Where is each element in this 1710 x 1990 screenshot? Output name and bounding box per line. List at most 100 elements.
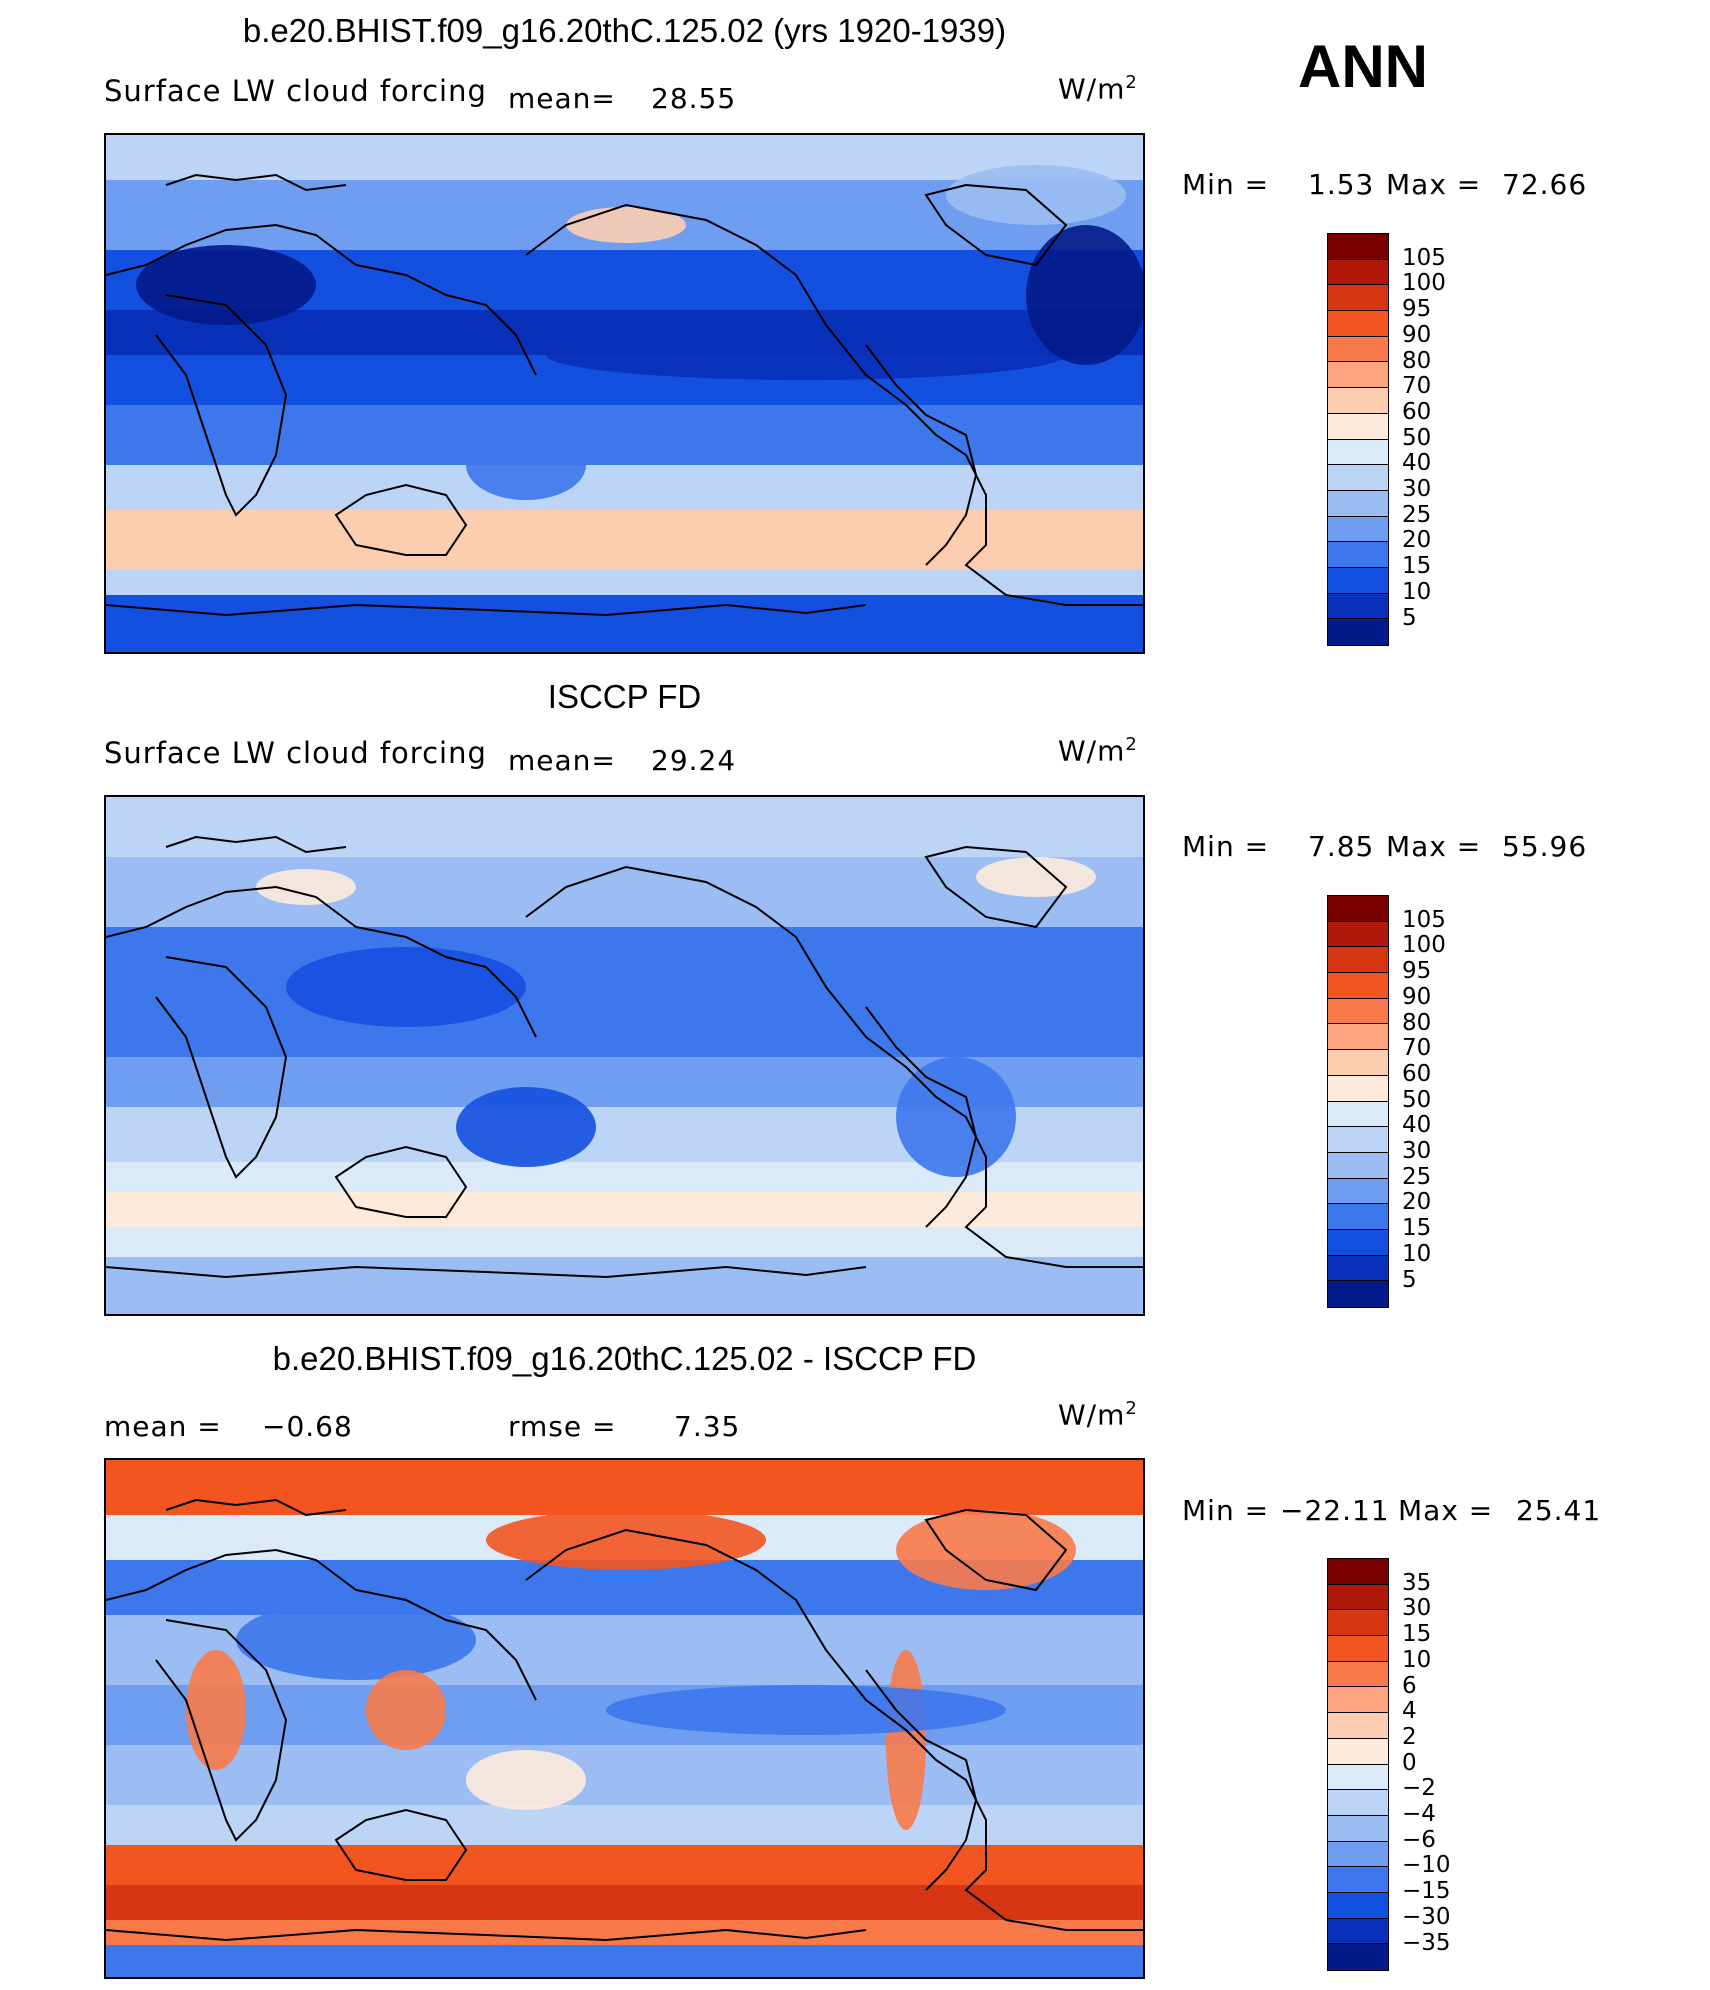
contour-band <box>106 1845 1143 1885</box>
colorbar-swatch <box>1328 1281 1388 1307</box>
colorbar-label: −2 <box>1402 1775 1436 1802</box>
colorbar-label: 95 <box>1402 958 1432 985</box>
contour-band <box>106 595 1143 652</box>
contour-blob <box>606 1685 1006 1735</box>
panel1-mean-value: 28.55 <box>651 82 737 115</box>
colorbar-label: 15 <box>1402 1215 1432 1242</box>
colorbar-swatch <box>1328 439 1388 466</box>
contour-blob <box>466 1750 586 1810</box>
colorbar-swatch <box>1328 542 1388 568</box>
colorbar-swatch <box>1328 1127 1388 1153</box>
colorbar-label: 100 <box>1402 270 1446 297</box>
coastline <box>525 865 1143 1268</box>
colorbar-swatch <box>1328 1559 1388 1585</box>
colorbar-swatch <box>1328 285 1388 312</box>
colorbar-label: 40 <box>1402 450 1432 477</box>
contour-band <box>106 1257 1143 1314</box>
colorbar-label: 90 <box>1402 983 1432 1010</box>
panel2-title: ISCCP FD <box>547 678 702 715</box>
coastline <box>865 1669 978 1891</box>
contour-blob <box>366 1670 446 1750</box>
contour-blob <box>886 1650 926 1830</box>
colorbar-swatch <box>1328 593 1388 620</box>
colorbar-swatch <box>1328 1841 1388 1868</box>
colorbar-swatch <box>1328 362 1388 389</box>
contour-blob <box>486 1510 766 1570</box>
colorbar-label: 60 <box>1402 398 1432 425</box>
colorbar-swatch <box>1328 1892 1388 1919</box>
panel3-min-value: −22.11 <box>1280 1494 1390 1527</box>
contour-blob <box>946 165 1126 225</box>
panel3-min-label: Min = <box>1182 1494 1270 1527</box>
colorbar-label: 6 <box>1402 1672 1417 1699</box>
colorbar-swatch <box>1328 1944 1388 1970</box>
colorbar-swatch <box>1328 619 1388 645</box>
colorbar-label: 70 <box>1402 1035 1432 1062</box>
panel1-min-label: Min = <box>1182 168 1270 201</box>
panel1-mean-label: mean= <box>508 82 616 115</box>
colorbar-swatch <box>1328 1024 1388 1051</box>
colorbar-swatch <box>1328 567 1388 594</box>
coastline <box>334 1808 468 1881</box>
colorbar-label: 5 <box>1402 1266 1417 1293</box>
coastline <box>924 183 1068 267</box>
contour-band <box>106 405 1143 465</box>
colorbar-swatch <box>1328 1075 1388 1102</box>
contour-band <box>106 540 1143 570</box>
panel2-max-value: 55.96 <box>1502 830 1588 863</box>
colorbar-swatch <box>1328 1713 1388 1739</box>
colorbar-label: 50 <box>1402 424 1432 451</box>
contour-band <box>106 1745 1143 1805</box>
contour-band <box>106 1460 1143 1515</box>
panel3-map <box>104 1458 1145 1979</box>
contour-band <box>106 927 1143 987</box>
colorbar-label: 25 <box>1402 1163 1432 1190</box>
contour-band <box>106 1885 1143 1920</box>
panel2-subtitle: Surface LW cloud forcing <box>104 736 487 770</box>
contour-band <box>106 1227 1143 1257</box>
panel3-rmse-label: rmse = <box>508 1410 617 1443</box>
colorbar-label: 20 <box>1402 527 1432 554</box>
coastline <box>106 1548 537 1701</box>
colorbar-label: 90 <box>1402 321 1432 348</box>
contour-band <box>106 570 1143 595</box>
panel2-units: W/m2 <box>1058 734 1138 768</box>
coastline <box>155 956 288 1179</box>
colorbar-swatch <box>1328 1738 1388 1765</box>
panel1-map-svg <box>106 135 1143 652</box>
contour-band <box>106 1945 1143 1977</box>
contour-blob <box>466 430 586 500</box>
colorbar-label: 15 <box>1402 553 1432 580</box>
colorbar-swatch <box>1328 1152 1388 1179</box>
colorbar-swatch <box>1328 465 1388 491</box>
colorbar-swatch <box>1328 1815 1388 1842</box>
panel1-max-label: Max = <box>1386 168 1482 201</box>
colorbar-label: 70 <box>1402 373 1432 400</box>
panel3-mean-value: −0.68 <box>262 1410 353 1443</box>
colorbar-swatch <box>1328 1687 1388 1714</box>
panel1-map <box>104 133 1145 654</box>
contour-blob <box>1026 225 1143 365</box>
coastline <box>106 603 867 617</box>
contour-blob <box>456 1087 596 1167</box>
coastline <box>155 1619 288 1842</box>
panel2-min-value: 7.85 <box>1308 830 1375 863</box>
colorbar-swatch <box>1328 259 1388 286</box>
colorbar-label: 25 <box>1402 501 1432 528</box>
panel3-map-svg <box>106 1460 1143 1977</box>
colorbar-swatch <box>1328 413 1388 440</box>
contour-band <box>106 465 1143 510</box>
colorbar-label: 105 <box>1402 906 1446 933</box>
contour-blob <box>286 947 526 1027</box>
colorbar-label: 10 <box>1402 1240 1432 1267</box>
colorbar-swatch <box>1328 947 1388 974</box>
panel3-mean-label: mean = <box>104 1410 222 1443</box>
coastline <box>334 1145 468 1218</box>
coastline <box>525 1528 1143 1931</box>
colorbar-label: 95 <box>1402 296 1432 323</box>
panel2-map-svg <box>106 797 1143 1314</box>
colorbar-swatch <box>1328 1178 1388 1205</box>
panel1-colorbar <box>1327 233 1389 646</box>
contour-band <box>106 510 1143 540</box>
coastline <box>924 845 1068 929</box>
